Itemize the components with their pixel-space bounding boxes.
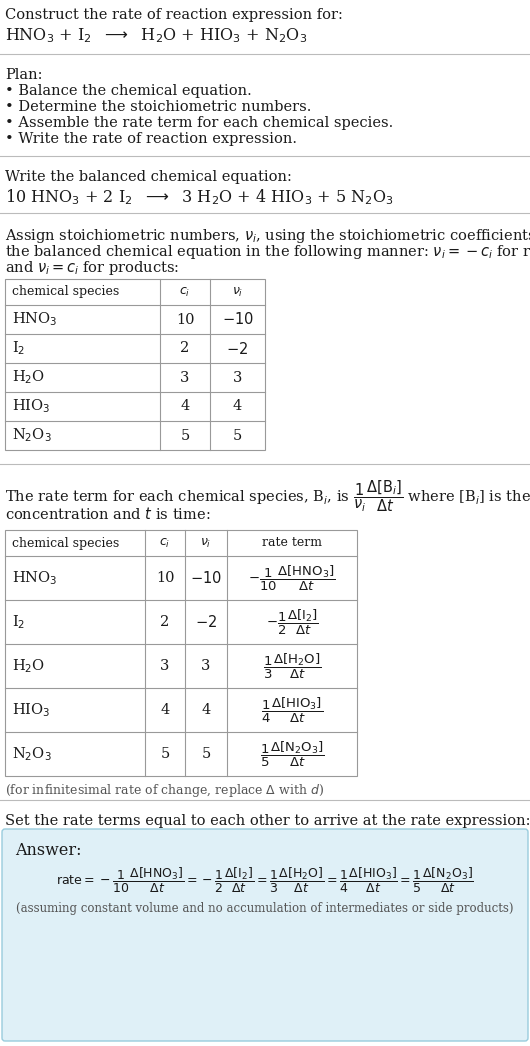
Text: 5: 5: [233, 429, 242, 442]
Text: the balanced chemical equation in the following manner: $\nu_i = -c_i$ for react: the balanced chemical equation in the fo…: [5, 243, 530, 262]
Text: $\nu_i$: $\nu_i$: [232, 286, 243, 298]
Text: 5: 5: [161, 747, 170, 761]
Text: N$_2$O$_3$: N$_2$O$_3$: [12, 427, 52, 445]
Text: 4: 4: [201, 703, 210, 717]
Text: 5: 5: [180, 429, 190, 442]
Text: 10 HNO$_3$ + 2 I$_2$  $\longrightarrow$  3 H$_2$O + 4 HIO$_3$ + 5 N$_2$O$_3$: 10 HNO$_3$ + 2 I$_2$ $\longrightarrow$ 3…: [5, 187, 394, 207]
Text: $-2$: $-2$: [195, 614, 217, 630]
Text: I$_2$: I$_2$: [12, 613, 25, 631]
Text: $\dfrac{1}{5}\dfrac{\Delta[\mathrm{N_2O_3}]}{\Delta t}$: $\dfrac{1}{5}\dfrac{\Delta[\mathrm{N_2O_…: [260, 740, 324, 769]
Text: 3: 3: [233, 370, 242, 385]
Text: 4: 4: [233, 400, 242, 413]
Text: (assuming constant volume and no accumulation of intermediates or side products): (assuming constant volume and no accumul…: [16, 902, 514, 915]
Text: $c_i$: $c_i$: [160, 537, 171, 549]
Text: HIO$_3$: HIO$_3$: [12, 701, 50, 719]
Text: $\dfrac{1}{4}\dfrac{\Delta[\mathrm{HIO_3}]}{\Delta t}$: $\dfrac{1}{4}\dfrac{\Delta[\mathrm{HIO_3…: [261, 696, 323, 725]
Text: $c_i$: $c_i$: [179, 286, 191, 298]
Text: 3: 3: [201, 659, 211, 673]
Text: I$_2$: I$_2$: [12, 340, 25, 358]
Text: $-10$: $-10$: [222, 312, 253, 327]
Text: $-\dfrac{1}{10}\dfrac{\Delta[\mathrm{HNO_3}]}{\Delta t}$: $-\dfrac{1}{10}\dfrac{\Delta[\mathrm{HNO…: [248, 564, 336, 593]
Bar: [5, 279, 265, 450]
Text: rate term: rate term: [262, 537, 322, 549]
Text: 5: 5: [201, 747, 210, 761]
Text: chemical species: chemical species: [12, 286, 119, 298]
Text: Write the balanced chemical equation:: Write the balanced chemical equation:: [5, 170, 292, 184]
Text: • Write the rate of reaction expression.: • Write the rate of reaction expression.: [5, 132, 297, 146]
Text: $\mathrm{rate} = -\dfrac{1}{10}\dfrac{\Delta[\mathrm{HNO_3}]}{\Delta t} = -\dfra: $\mathrm{rate} = -\dfrac{1}{10}\dfrac{\D…: [56, 865, 474, 894]
Text: 4: 4: [161, 703, 170, 717]
Text: Plan:: Plan:: [5, 68, 42, 82]
Text: H$_2$O: H$_2$O: [12, 657, 45, 675]
Text: HIO$_3$: HIO$_3$: [12, 397, 50, 415]
Text: $-10$: $-10$: [190, 570, 222, 586]
Text: N$_2$O$_3$: N$_2$O$_3$: [12, 745, 52, 763]
Text: 10: 10: [156, 571, 174, 585]
Text: 10: 10: [176, 313, 195, 326]
Text: $\nu_i$: $\nu_i$: [200, 537, 211, 549]
Text: 4: 4: [180, 400, 190, 413]
Text: HNO$_3$: HNO$_3$: [12, 311, 57, 328]
Text: HNO$_3$ + I$_2$  $\longrightarrow$  H$_2$O + HIO$_3$ + N$_2$O$_3$: HNO$_3$ + I$_2$ $\longrightarrow$ H$_2$O…: [5, 26, 307, 45]
Bar: [5, 530, 357, 776]
Text: • Assemble the rate term for each chemical species.: • Assemble the rate term for each chemic…: [5, 116, 393, 130]
Text: H$_2$O: H$_2$O: [12, 368, 45, 386]
Text: HNO$_3$: HNO$_3$: [12, 569, 57, 587]
Text: Set the rate terms equal to each other to arrive at the rate expression:: Set the rate terms equal to each other t…: [5, 814, 530, 828]
Text: The rate term for each chemical species, B$_i$, is $\dfrac{1}{\nu_i}\dfrac{\Delt: The rate term for each chemical species,…: [5, 478, 530, 514]
Text: 2: 2: [180, 341, 190, 356]
Text: chemical species: chemical species: [12, 537, 119, 549]
Text: 2: 2: [161, 615, 170, 629]
Text: and $\nu_i = c_i$ for products:: and $\nu_i = c_i$ for products:: [5, 259, 179, 277]
Text: • Balance the chemical equation.: • Balance the chemical equation.: [5, 84, 252, 98]
Text: Assign stoichiometric numbers, $\nu_i$, using the stoichiometric coefficients, $: Assign stoichiometric numbers, $\nu_i$, …: [5, 227, 530, 245]
Text: (for infinitesimal rate of change, replace $\Delta$ with $d$): (for infinitesimal rate of change, repla…: [5, 782, 324, 799]
Text: • Determine the stoichiometric numbers.: • Determine the stoichiometric numbers.: [5, 100, 312, 114]
Text: Answer:: Answer:: [15, 842, 82, 859]
Text: $-2$: $-2$: [226, 341, 249, 357]
FancyBboxPatch shape: [2, 829, 528, 1041]
Text: 3: 3: [180, 370, 190, 385]
Text: Construct the rate of reaction expression for:: Construct the rate of reaction expressio…: [5, 8, 343, 22]
Text: concentration and $t$ is time:: concentration and $t$ is time:: [5, 506, 210, 522]
Text: $-\dfrac{1}{2}\dfrac{\Delta[\mathrm{I_2}]}{\Delta t}$: $-\dfrac{1}{2}\dfrac{\Delta[\mathrm{I_2}…: [266, 608, 319, 637]
Text: 3: 3: [160, 659, 170, 673]
Text: $\dfrac{1}{3}\dfrac{\Delta[\mathrm{H_2O}]}{\Delta t}$: $\dfrac{1}{3}\dfrac{\Delta[\mathrm{H_2O}…: [263, 652, 321, 681]
